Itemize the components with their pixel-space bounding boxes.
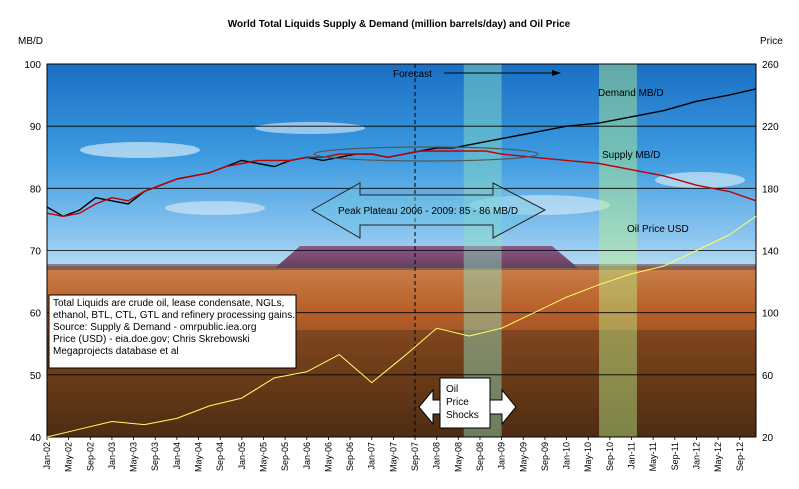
cloud <box>255 122 365 134</box>
right-tick-label: 220 <box>762 122 779 133</box>
x-tick-label: May-07 <box>388 442 398 472</box>
x-tick-label: May-12 <box>713 442 723 472</box>
x-tick-label: Sep-02 <box>85 442 95 471</box>
x-tick-label: Sep-07 <box>410 442 420 471</box>
shocks-box <box>439 377 491 429</box>
right-tick-label: 100 <box>762 309 779 320</box>
right-tick-label: 260 <box>762 60 779 71</box>
x-tick-label: May-10 <box>583 442 593 472</box>
x-tick-label: Sep-10 <box>605 442 615 471</box>
x-tick-label: Sep-03 <box>150 442 160 471</box>
source-note-line: Source: Supply & Demand - omrpublic.iea.… <box>53 322 256 333</box>
plot-border <box>46 63 757 438</box>
x-tick-label: Sep-12 <box>735 442 745 471</box>
supply-series-label: Supply MB/D <box>602 150 660 161</box>
x-tick-label: Jan-11 <box>627 442 637 469</box>
right-tick-label: 60 <box>762 371 774 382</box>
right-axis-label: Price <box>760 36 783 47</box>
x-tick-label: Jan-04 <box>172 442 182 470</box>
left-tick-label: 70 <box>30 247 42 258</box>
x-tick-label: May-02 <box>64 442 74 472</box>
demand-series-label: Demand MB/D <box>598 88 664 99</box>
left-tick-label: 90 <box>30 122 42 133</box>
oil-price-usd-line <box>46 215 757 438</box>
x-axis-ticks: Jan-02 May-02 Sep-02 Jan-03 May-03 Sep-03 Jan-… <box>42 437 745 472</box>
supply-mb-d-line <box>46 150 757 218</box>
left-tick-label: 80 <box>30 184 42 195</box>
x-tick-label: Jan-09 <box>497 442 507 470</box>
x-tick-label: May-04 <box>194 442 204 472</box>
x-tick-label: Sep-05 <box>280 442 290 471</box>
forecast-label: Forecast <box>393 69 432 80</box>
rock-plateau <box>275 246 578 268</box>
cloud <box>165 201 265 215</box>
sky-background <box>47 64 756 270</box>
left-axis-label: MB/D <box>18 36 43 47</box>
chart-title: World Total Liquids Supply & Demand (mil… <box>228 19 571 30</box>
x-tick-label: May-09 <box>518 442 528 472</box>
left-tick-label: 60 <box>30 309 42 320</box>
source-note-line: Total Liquids are crude oil, lease conde… <box>53 298 284 309</box>
x-tick-label: Sep-11 <box>670 442 680 470</box>
cloud <box>470 195 610 215</box>
x-tick-label: May-06 <box>323 442 333 472</box>
x-tick-label: Sep-04 <box>215 442 225 471</box>
left-tick-label: 50 <box>30 371 42 382</box>
plateau-ellipse <box>313 146 539 162</box>
x-tick-label: May-05 <box>258 442 268 472</box>
source-note-line: ethanol, BTL, CTL, GTL and refinery proc… <box>53 310 295 321</box>
x-tick-label: Jan-07 <box>367 442 377 470</box>
peak-plateau-label: Peak Plateau 2006 - 2009: 85 - 86 MB/D <box>338 206 518 217</box>
x-tick-label: Jan-10 <box>562 442 572 470</box>
series <box>46 88 757 438</box>
x-tick-label: May-03 <box>129 442 139 472</box>
cloud <box>80 142 200 158</box>
oil-price-shocks: Oil Price Shocks <box>418 377 517 429</box>
shocks-label-line: Shocks <box>446 410 479 421</box>
x-tick-label: May-08 <box>453 442 463 472</box>
shocks-label-line: Price <box>446 397 469 408</box>
horizon <box>47 264 756 270</box>
price-series-label: Oil Price USD <box>627 224 689 235</box>
peak-plateau-arrow <box>310 182 547 239</box>
left-axis-ticks: 40 50 60 70 80 90 100 <box>24 60 41 444</box>
right-tick-label: 20 <box>762 433 774 444</box>
right-axis-ticks: 20 60 100 140 180 220 260 <box>762 60 779 444</box>
x-tick-label: Jan-05 <box>237 442 247 470</box>
left-tick-label: 40 <box>30 433 42 444</box>
source-note-line: Megaprojects database et al <box>53 346 179 357</box>
x-tick-label: Sep-08 <box>475 442 485 471</box>
x-tick-label: May-11 <box>648 442 658 471</box>
x-tick-label: Sep-06 <box>345 442 355 471</box>
shocks-label-line: Oil <box>446 384 458 395</box>
x-tick-label: Jan-08 <box>432 442 442 470</box>
right-tick-label: 140 <box>762 247 779 258</box>
source-note-line: Price (USD) - eia.doe.gov; Chris Skrebow… <box>53 334 250 345</box>
forecast-arrow-head <box>552 70 561 76</box>
x-tick-label: Jan-06 <box>302 442 312 470</box>
x-tick-label: Jan-12 <box>691 442 701 470</box>
source-note: Total Liquids are crude oil, lease conde… <box>48 294 297 369</box>
right-tick-label: 180 <box>762 184 779 195</box>
left-tick-label: 100 <box>24 60 41 71</box>
x-tick-label: Sep-09 <box>540 442 550 471</box>
x-tick-label: Jan-02 <box>42 442 52 470</box>
x-tick-label: Jan-03 <box>107 442 117 470</box>
cloud <box>655 172 745 188</box>
source-note-box <box>48 294 297 369</box>
